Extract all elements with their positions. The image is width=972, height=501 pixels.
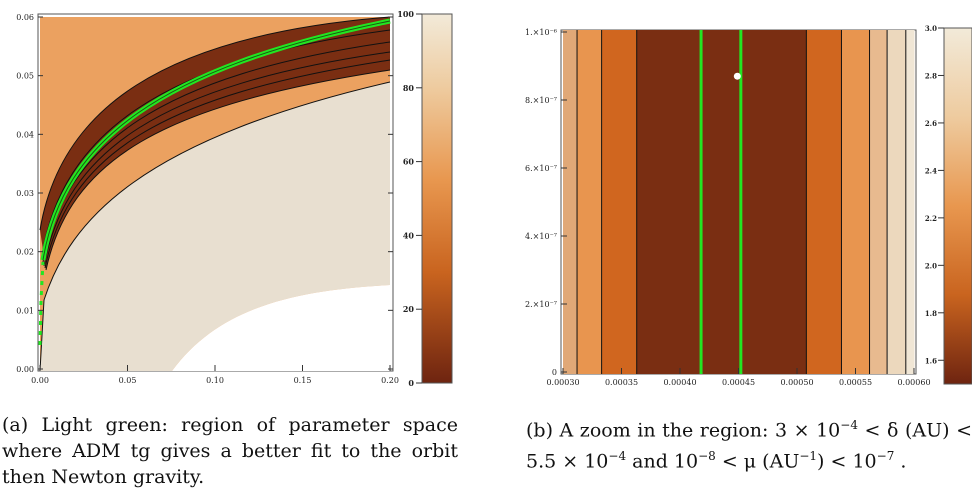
contour-band (601, 30, 638, 374)
contour-band (841, 30, 871, 374)
y-tick-label: 0.03 (16, 189, 34, 198)
colorbar-tick-label: 0 (408, 378, 414, 388)
contour-band (636, 30, 702, 374)
region-light (40, 82, 390, 371)
colorbar-tick-label: 60 (403, 157, 415, 167)
colorbar-tick-label: 2.8 (925, 71, 937, 80)
colorbar-tick-label: 1.6 (925, 356, 937, 365)
x-tick-label: 0.00055 (839, 378, 872, 387)
figure-b: 0.00030 0.00035 0.00040 0.00045 0.00050 0.000… (525, 24, 972, 387)
colorbar-tick-label: 2.6 (925, 119, 937, 128)
x-tick-label: 0.00030 (546, 378, 579, 387)
y-tick-label: 0.05 (16, 72, 34, 81)
x-tick-label: 0.15 (294, 376, 312, 385)
y-tick-label: 0.06 (16, 13, 34, 22)
contour-band (577, 30, 603, 374)
y-tick-label: 0 (552, 368, 557, 377)
x-tick-label: 0.00045 (722, 378, 755, 387)
y-tick-label: 0.00 (16, 365, 34, 374)
x-tick-label: 0.20 (381, 376, 399, 385)
y-tick-label: 0.01 (16, 306, 34, 315)
x-tick-label: 0.05 (119, 376, 137, 385)
colorbar-ticks: 0 20 40 60 80 100 (397, 9, 422, 388)
x-tick-label: 0.00060 (897, 378, 930, 387)
caption-b: (b) A zoom in the region: 3 × 10−4 < δ (… (526, 418, 972, 473)
contour-band (887, 30, 907, 374)
colorbar-tick-label: 2.4 (925, 166, 937, 175)
y-tick-label: 1.×10⁻⁶ (525, 28, 557, 37)
y-tick-label: 4.×10⁻⁷ (525, 232, 557, 241)
x-tick-label: 0.00050 (780, 378, 813, 387)
figure-a: 0.00 0.05 0.10 0.15 0.20 0.00 0.01 0.02 0.03 0.04… (16, 9, 453, 388)
caption-a: (a) Light green: region of parameter spa… (2, 414, 458, 488)
y-tick-label: 2.×10⁻⁷ (525, 300, 557, 309)
contour-band (701, 30, 742, 374)
x-tick-label: 0.10 (206, 376, 224, 385)
y-tick-label: 0.02 (16, 248, 34, 257)
x-tick-label: 0.00040 (663, 378, 696, 387)
x-tick-label: 0.00035 (605, 378, 638, 387)
contour-band (740, 30, 807, 374)
best-fit-point (733, 72, 741, 80)
y-tick-label: 0.04 (16, 130, 34, 139)
contour-bands (563, 30, 915, 374)
y-tick-label: 8.×10⁻⁷ (525, 96, 557, 105)
colorbar-tick-label: 20 (403, 304, 415, 314)
y-tick-label: 6.×10⁻⁷ (525, 164, 557, 173)
axes-a: 0.00 0.05 0.10 0.15 0.20 0.00 0.01 0.02 0.03 0.04… (16, 13, 399, 385)
colorbar-tick-label: 1.8 (925, 309, 937, 318)
contour-band (563, 30, 578, 374)
green-region (38, 18, 391, 346)
region-white (172, 285, 390, 371)
colorbar-ticks: 1.6 1.8 2.0 2.2 2.4 2.6 2.8 3.0 (925, 24, 944, 365)
colorbar-tick-label: 2.2 (925, 214, 937, 223)
contour-band (869, 30, 888, 374)
contour-band (905, 30, 915, 374)
colorbar (421, 13, 453, 384)
colorbar-tick-label: 40 (403, 230, 415, 240)
colorbar (943, 27, 972, 385)
colorbar-tick-label: 100 (397, 9, 414, 19)
colorbar-tick-label: 2.0 (925, 261, 937, 270)
contour-band (806, 30, 842, 374)
colorbar-tick-label: 3.0 (925, 24, 937, 33)
colorbar-tick-label: 80 (403, 83, 415, 93)
region-dark (40, 17, 390, 270)
axes-b: 0.00030 0.00035 0.00040 0.00045 0.00050 0.000… (525, 28, 931, 387)
x-tick-label: 0.00 (31, 376, 49, 385)
